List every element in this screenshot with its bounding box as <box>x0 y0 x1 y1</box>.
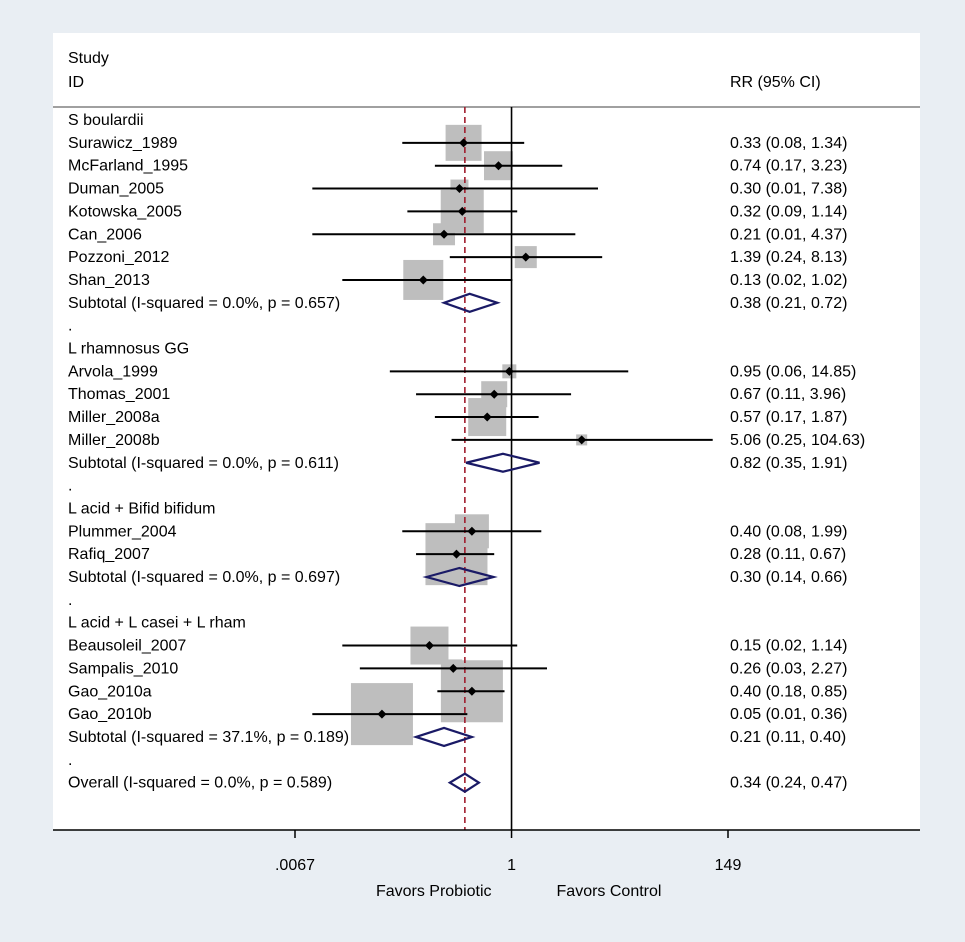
effect-value: 0.28 (0.11, 0.67) <box>730 546 846 563</box>
subtotal-diamond <box>422 566 498 588</box>
effect-value: 0.38 (0.21, 0.72) <box>730 295 847 312</box>
spacer-dot: . <box>68 318 72 335</box>
study-label: McFarland_1995 <box>68 158 188 175</box>
study-label: Miller_2008a <box>68 409 160 426</box>
point-estimates <box>377 138 587 793</box>
spacer-dot: . <box>68 752 72 769</box>
study-label: Can_2006 <box>68 226 142 243</box>
effect-value: 0.34 (0.24, 0.47) <box>730 775 847 792</box>
effect-value: 0.32 (0.09, 1.14) <box>730 203 847 220</box>
effect-value: 0.13 (0.02, 1.02) <box>730 272 847 289</box>
effect-value: 0.82 (0.35, 1.91) <box>730 455 847 472</box>
x-tick-label: 149 <box>715 857 742 874</box>
study-label: Miller_2008b <box>68 432 160 449</box>
row-labels: S boulardii Surawicz_1989 McFarland_1995 Du… <box>68 112 349 792</box>
study-label: Gao_2010a <box>68 683 152 700</box>
x-axis: .0067 1 149 Favors Probiotic Favors Control <box>53 829 920 900</box>
subtotal-diamond <box>440 292 501 313</box>
point-estimate <box>454 184 464 194</box>
group-label: L acid + Bifid bifidum <box>68 500 215 517</box>
study-label: Kotowska_2005 <box>68 203 182 220</box>
effect-value: 0.33 (0.08, 1.34) <box>730 135 847 152</box>
study-label: Subtotal (I-squared = 0.0%, p = 0.657) <box>68 295 340 312</box>
point-estimate <box>467 686 477 696</box>
study-label: Sampalis_2010 <box>68 660 178 677</box>
study-label: Subtotal (I-squared = 0.0%, p = 0.611) <box>68 455 339 472</box>
point-estimate <box>377 709 387 719</box>
point-estimate <box>448 663 458 673</box>
point-estimate <box>494 161 504 171</box>
header-effect: RR (95% CI) <box>730 74 821 91</box>
effect-value: 0.05 (0.01, 0.36) <box>730 706 847 723</box>
overall-diamond <box>447 772 481 793</box>
study-label: Subtotal (I-squared = 37.1%, p = 0.189) <box>68 729 349 746</box>
point-estimate <box>467 526 477 536</box>
study-label: Plummer_2004 <box>68 523 177 540</box>
group-label: L acid + L casei + L rham <box>68 615 246 632</box>
point-estimate <box>439 229 449 239</box>
header-study: Study <box>68 50 109 67</box>
effect-value: 0.95 (0.06, 14.85) <box>730 363 856 380</box>
study-label: Overall (I-squared = 0.0%, p = 0.589) <box>68 775 332 792</box>
x-tick-label: .0067 <box>275 857 315 874</box>
group-label: L rhamnosus GG <box>68 341 189 358</box>
point-estimate <box>424 641 434 651</box>
point-estimate <box>451 549 461 559</box>
effect-value: 0.40 (0.18, 0.85) <box>730 683 847 700</box>
study-label: Rafiq_2007 <box>68 546 150 563</box>
subtotal-diamond <box>412 726 476 748</box>
effect-value: 0.26 (0.03, 2.27) <box>730 660 847 677</box>
spacer-dot: . <box>68 592 72 609</box>
point-estimate <box>489 389 499 399</box>
effect-value: 0.57 (0.17, 1.87) <box>730 409 847 426</box>
point-estimate <box>521 252 531 262</box>
spacer-dot: . <box>68 478 72 495</box>
study-label: Beausoleil_2007 <box>68 638 186 655</box>
study-label: Surawicz_1989 <box>68 135 178 152</box>
effect-value: 0.67 (0.11, 3.96) <box>730 386 846 403</box>
header-id: ID <box>68 74 84 91</box>
effect-value: 0.21 (0.11, 0.40) <box>730 729 846 746</box>
point-estimate <box>504 366 514 376</box>
effect-value: 0.40 (0.08, 1.99) <box>730 523 847 540</box>
effect-values: 0.33 (0.08, 1.34) 0.74 (0.17, 3.23) 0.30 (… <box>730 135 865 792</box>
point-estimate <box>577 435 587 445</box>
effect-value: 1.39 (0.24, 8.13) <box>730 249 847 266</box>
favors-control-label: Favors Control <box>557 883 662 900</box>
reference-lines <box>464 107 513 830</box>
effect-value: 5.06 (0.25, 104.63) <box>730 432 865 449</box>
study-label: Shan_2013 <box>68 272 150 289</box>
study-label: Pozzoni_2012 <box>68 249 170 266</box>
x-tick-label: 1 <box>507 857 516 874</box>
point-estimate <box>418 275 428 285</box>
group-label: S boulardii <box>68 112 144 129</box>
favors-probiotic-label: Favors Probiotic <box>376 883 492 900</box>
study-label: Subtotal (I-squared = 0.0%, p = 0.697) <box>68 569 340 586</box>
effect-value: 0.21 (0.01, 4.37) <box>730 226 847 243</box>
effect-value: 0.30 (0.14, 0.66) <box>730 569 847 586</box>
point-estimate <box>459 138 469 148</box>
point-estimate <box>482 412 492 422</box>
effect-value: 0.30 (0.01, 7.38) <box>730 181 847 198</box>
subtotal-diamond <box>465 452 540 473</box>
study-label: Duman_2005 <box>68 181 164 198</box>
study-label: Gao_2010b <box>68 706 152 723</box>
effect-value: 0.74 (0.17, 3.23) <box>730 158 847 175</box>
weight-boxes <box>350 124 588 746</box>
study-label: Arvola_1999 <box>68 363 158 380</box>
study-label: Thomas_2001 <box>68 386 170 403</box>
point-estimate <box>457 206 467 216</box>
effect-value: 0.15 (0.02, 1.14) <box>730 638 847 655</box>
